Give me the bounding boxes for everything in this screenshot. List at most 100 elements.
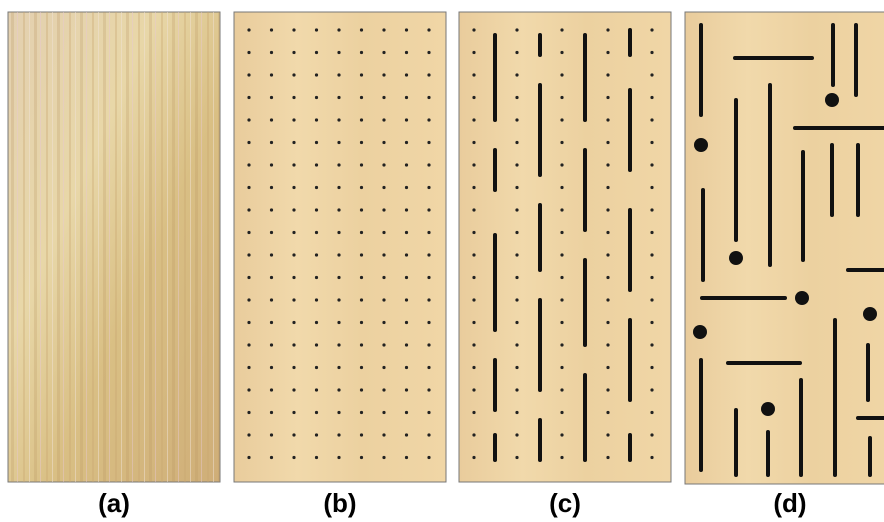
hole — [515, 456, 518, 459]
hole — [337, 186, 340, 189]
hole — [292, 163, 295, 166]
hole — [360, 411, 363, 414]
hole — [515, 433, 518, 436]
hole — [337, 163, 340, 166]
hole — [360, 73, 363, 76]
hole — [270, 321, 273, 324]
hole — [247, 186, 250, 189]
hole — [247, 208, 250, 211]
hole — [405, 163, 408, 166]
hole — [382, 253, 385, 256]
hole — [292, 28, 295, 31]
hole — [650, 163, 653, 166]
hole — [360, 388, 363, 391]
hole — [472, 96, 475, 99]
hole — [247, 163, 250, 166]
hole — [405, 456, 408, 459]
hole — [427, 186, 430, 189]
hole — [560, 28, 563, 31]
hole — [606, 388, 609, 391]
hole — [825, 93, 839, 107]
hole — [693, 325, 707, 339]
hole — [515, 343, 518, 346]
hole — [472, 253, 475, 256]
hole — [270, 433, 273, 436]
hole — [337, 366, 340, 369]
hole — [427, 118, 430, 121]
hole — [337, 73, 340, 76]
hole — [405, 186, 408, 189]
hole — [270, 366, 273, 369]
hole — [337, 96, 340, 99]
hole — [606, 51, 609, 54]
hole — [863, 307, 877, 321]
hole — [427, 343, 430, 346]
hole — [360, 118, 363, 121]
hole — [472, 411, 475, 414]
hole — [650, 276, 653, 279]
hole — [606, 186, 609, 189]
hole — [315, 253, 318, 256]
hole — [382, 388, 385, 391]
hole — [606, 456, 609, 459]
hole — [382, 141, 385, 144]
hole — [382, 276, 385, 279]
hole — [515, 141, 518, 144]
hole — [472, 456, 475, 459]
hole — [606, 163, 609, 166]
hole — [427, 163, 430, 166]
hole — [270, 298, 273, 301]
hole — [650, 343, 653, 346]
figure: (a) (b) (c) (d) — [0, 0, 884, 522]
hole — [560, 118, 563, 121]
hole — [247, 28, 250, 31]
hole — [427, 388, 430, 391]
hole — [315, 276, 318, 279]
hole — [292, 456, 295, 459]
hole — [247, 231, 250, 234]
hole — [405, 73, 408, 76]
hole — [427, 51, 430, 54]
hole — [382, 366, 385, 369]
hole — [560, 96, 563, 99]
hole — [292, 366, 295, 369]
hole — [315, 51, 318, 54]
hole — [360, 456, 363, 459]
hole — [427, 28, 430, 31]
hole — [650, 321, 653, 324]
hole — [560, 253, 563, 256]
hole — [382, 118, 385, 121]
hole — [515, 163, 518, 166]
hole — [515, 186, 518, 189]
hole — [472, 433, 475, 436]
hole — [292, 231, 295, 234]
hole — [515, 73, 518, 76]
panel-a-grain — [8, 12, 220, 482]
hole — [606, 141, 609, 144]
hole — [337, 411, 340, 414]
hole — [515, 366, 518, 369]
hole — [247, 276, 250, 279]
hole — [405, 321, 408, 324]
hole — [337, 388, 340, 391]
hole — [292, 298, 295, 301]
hole — [360, 231, 363, 234]
hole — [360, 51, 363, 54]
hole — [270, 163, 273, 166]
hole — [560, 208, 563, 211]
hole — [382, 321, 385, 324]
hole — [606, 28, 609, 31]
hole — [650, 456, 653, 459]
hole — [560, 321, 563, 324]
hole — [472, 366, 475, 369]
hole — [606, 73, 609, 76]
hole — [270, 276, 273, 279]
hole — [650, 28, 653, 31]
hole — [292, 73, 295, 76]
hole — [560, 411, 563, 414]
hole — [292, 118, 295, 121]
hole — [315, 96, 318, 99]
hole — [472, 208, 475, 211]
hole — [337, 231, 340, 234]
hole — [405, 253, 408, 256]
